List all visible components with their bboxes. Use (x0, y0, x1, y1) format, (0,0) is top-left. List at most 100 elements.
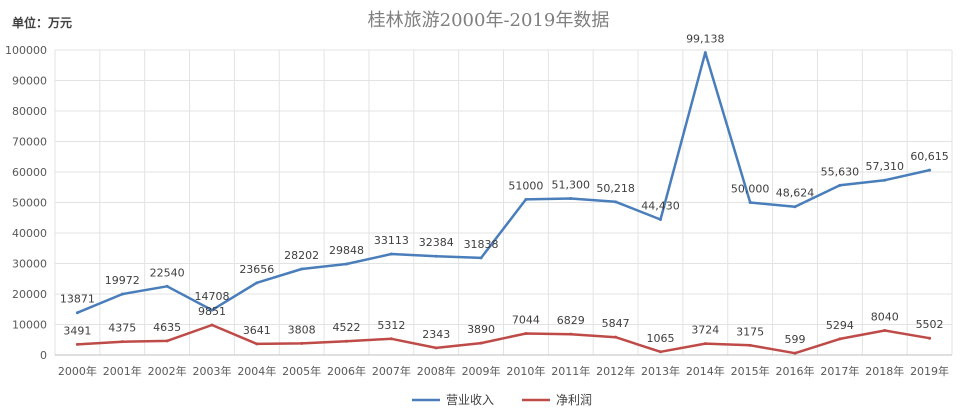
data-label: 50,000 (731, 183, 770, 196)
data-label: 8040 (871, 310, 899, 323)
data-label: 3175 (736, 325, 764, 338)
data-point (793, 351, 797, 355)
data-point (255, 342, 259, 346)
data-label: 14708 (194, 290, 229, 303)
data-point (928, 168, 932, 172)
x-tick-label: 2000年 (58, 364, 97, 378)
data-label: 51,300 (552, 179, 591, 192)
x-tick-label: 2008年 (417, 364, 456, 378)
x-tick-label: 2009年 (462, 364, 501, 378)
data-label: 32384 (419, 236, 454, 249)
data-point (793, 205, 797, 209)
data-point (524, 332, 528, 336)
data-point (120, 292, 124, 296)
data-point (883, 328, 887, 332)
data-point (165, 284, 169, 288)
data-label: 99,138 (686, 33, 725, 46)
data-label: 6829 (557, 314, 585, 327)
data-point (165, 339, 169, 343)
x-tick-label: 2001年 (103, 364, 142, 378)
data-point (479, 256, 483, 260)
data-point (210, 323, 214, 327)
legend-label-2: 净利润 (556, 393, 592, 407)
data-point (838, 337, 842, 341)
data-label: 48,624 (776, 187, 815, 200)
data-label: 33113 (374, 234, 409, 247)
data-label: 599 (785, 333, 806, 346)
data-label: 5847 (602, 317, 630, 330)
data-point (524, 197, 528, 201)
data-point (748, 201, 752, 204)
unit-label: 单位：万元 (12, 16, 73, 30)
data-label: 1065 (646, 332, 674, 345)
data-label: 4375 (108, 322, 136, 335)
x-tick-label: 2011年 (551, 364, 590, 378)
data-point (614, 200, 618, 204)
data-label: 23656 (239, 263, 274, 276)
data-label: 28202 (284, 249, 319, 262)
y-tick-label: 50000 (12, 197, 47, 210)
data-point (434, 346, 438, 350)
data-point (120, 340, 124, 344)
data-point (658, 350, 662, 354)
y-tick-label: 40000 (12, 227, 47, 240)
x-tick-label: 2012年 (596, 364, 635, 378)
data-point (345, 262, 349, 266)
data-point (928, 336, 932, 340)
data-label: 50,218 (596, 182, 635, 195)
data-label: 13871 (60, 293, 95, 306)
data-point (300, 341, 304, 345)
x-tick-label: 2017年 (820, 364, 859, 378)
data-label: 22540 (150, 266, 185, 279)
x-tick-label: 2002年 (148, 364, 187, 378)
x-tick-label: 2010年 (506, 364, 545, 378)
data-label: 3491 (63, 324, 91, 337)
data-point (345, 339, 349, 343)
data-label: 5294 (826, 319, 854, 332)
data-label: 19972 (105, 274, 140, 287)
data-point (569, 197, 573, 201)
x-tick-label: 2013年 (641, 364, 680, 378)
x-tick-label: 2004年 (237, 364, 276, 378)
data-point (703, 342, 707, 346)
y-tick-label: 70000 (12, 136, 47, 149)
data-point (658, 217, 662, 221)
data-label: 3808 (288, 323, 316, 336)
data-label: 4635 (153, 321, 181, 334)
data-label: 5312 (377, 319, 405, 332)
data-point (434, 254, 438, 258)
series-line-2 (77, 323, 930, 355)
data-label: 55,630 (821, 165, 860, 178)
x-tick-label: 2005年 (282, 364, 321, 378)
data-label: 5502 (916, 318, 944, 331)
data-point (300, 267, 304, 271)
data-label: 44,430 (641, 199, 680, 212)
y-tick-label: 10000 (12, 319, 47, 332)
data-point (748, 343, 752, 347)
x-tick-label: 2014年 (686, 364, 725, 378)
data-label: 2343 (422, 328, 450, 341)
y-tick-label: 20000 (12, 288, 47, 301)
x-tick-label: 2015年 (731, 364, 770, 378)
data-point (255, 281, 259, 285)
y-tick-label: 80000 (12, 105, 47, 118)
data-label: 31838 (464, 238, 499, 251)
y-tick-label: 90000 (12, 75, 47, 88)
data-label: 3724 (691, 324, 719, 337)
y-tick-label: 60000 (12, 166, 47, 179)
x-tick-label: 2006年 (327, 364, 366, 378)
data-label: 29848 (329, 244, 364, 257)
data-point (389, 252, 393, 256)
chart-title: 桂林旅游2000年-2019年数据 (367, 10, 610, 31)
x-tick-label: 2003年 (192, 364, 231, 378)
x-tick-label: 2019年 (910, 364, 949, 378)
data-label: 7044 (512, 314, 540, 327)
data-label: 51000 (508, 179, 543, 192)
data-point (389, 337, 393, 341)
y-tick-label: 0 (40, 349, 47, 362)
data-label: 4522 (333, 321, 361, 334)
data-point (614, 335, 618, 339)
data-point (75, 311, 79, 315)
data-label: 57,310 (865, 160, 904, 173)
